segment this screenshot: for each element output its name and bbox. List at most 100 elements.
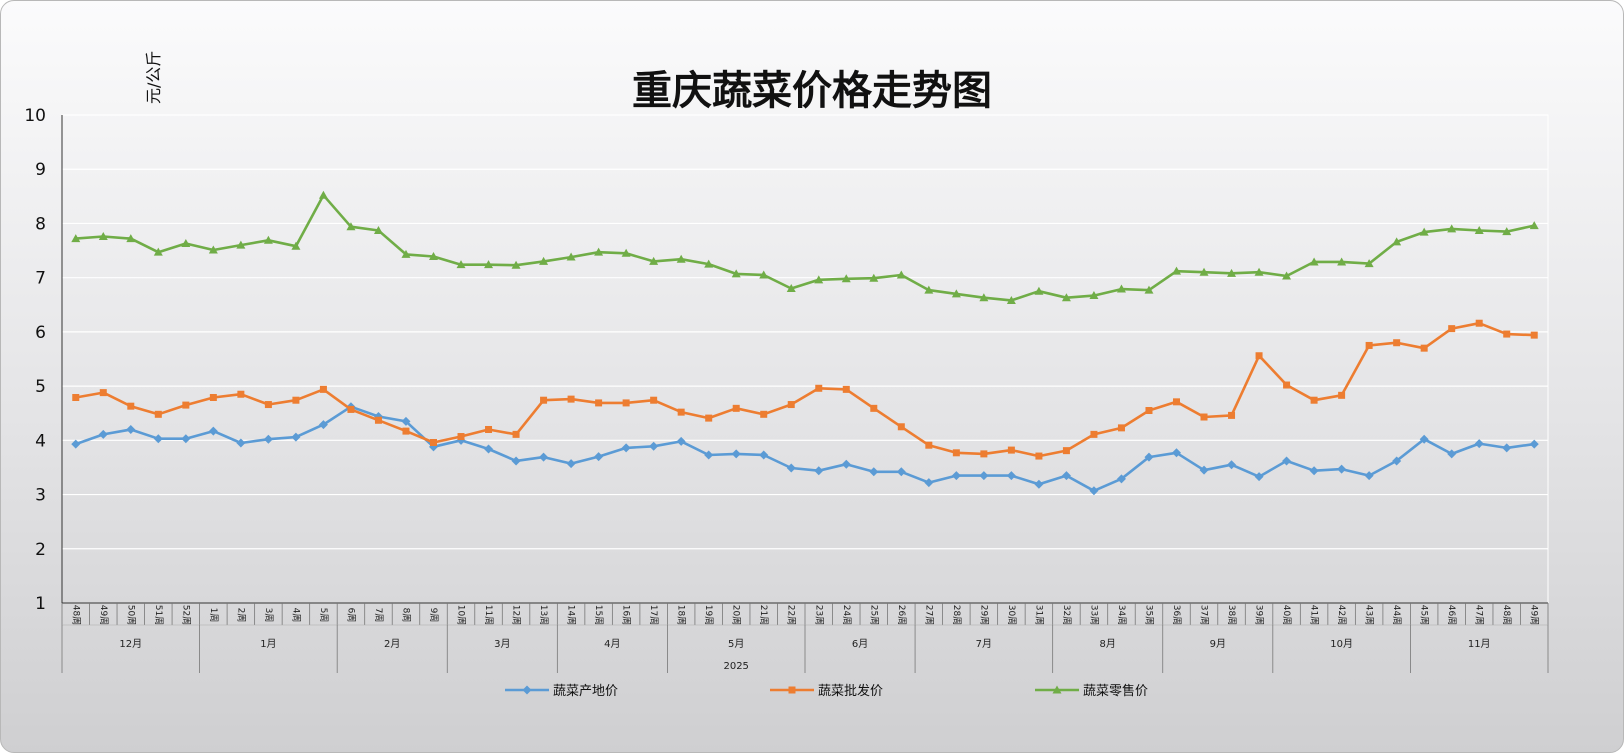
data-point [430, 439, 437, 447]
data-point [622, 399, 630, 407]
data-point [1035, 452, 1043, 460]
data-point [951, 471, 961, 481]
x-tick-label: 48周 [70, 605, 81, 625]
data-point [787, 401, 795, 409]
y-tick-label: 3 [35, 486, 46, 506]
data-point [539, 452, 549, 462]
month-label: 6月 [852, 638, 868, 650]
data-point [896, 270, 906, 279]
x-tick-label: 48周 [1501, 605, 1512, 625]
data-point [1283, 381, 1291, 389]
data-point [1089, 291, 1099, 300]
data-point [71, 234, 81, 243]
data-point [126, 424, 136, 434]
data-point [208, 245, 218, 254]
data-point [1365, 341, 1373, 349]
x-tick-label: 40周 [1281, 605, 1292, 625]
data-point [924, 478, 934, 488]
data-point [1034, 286, 1044, 295]
data-point [1529, 439, 1539, 449]
data-point [1117, 424, 1125, 432]
month-label: 10月 [1330, 638, 1353, 650]
y-tick-label: 8 [35, 214, 46, 234]
data-point [1061, 293, 1071, 302]
data-point [1116, 474, 1126, 484]
series-line [75, 405, 1535, 493]
data-point [1172, 266, 1181, 275]
data-point [373, 225, 383, 234]
data-point [182, 401, 190, 409]
data-point [292, 396, 300, 404]
data-point [511, 456, 521, 466]
data-point [869, 467, 879, 477]
x-tick-label: 20周 [731, 605, 742, 625]
data-point [841, 274, 851, 283]
data-point [1200, 413, 1208, 421]
data-point [237, 390, 245, 398]
legend-label: 蔬菜产地价 [553, 684, 618, 699]
data-point [869, 273, 879, 282]
data-point [72, 393, 80, 401]
data-point [952, 449, 960, 457]
x-tick-label: 13周 [538, 605, 549, 625]
data-point [566, 252, 576, 261]
data-point [1282, 456, 1292, 466]
x-tick-label: 41周 [1309, 605, 1320, 625]
x-tick-label: 46周 [1446, 605, 1457, 625]
x-tick-label: 14周 [566, 605, 577, 625]
data-point [1254, 472, 1264, 482]
x-tick-label: 49周 [98, 605, 109, 625]
x-tick-label: 17周 [648, 605, 659, 625]
data-point [1420, 344, 1428, 352]
data-point [71, 439, 81, 449]
data-point [1145, 407, 1153, 415]
x-tick-label: 2周 [235, 608, 246, 623]
x-tick-label: 11周 [483, 605, 494, 625]
month-label: 11月 [1468, 638, 1491, 650]
data-point [1310, 396, 1318, 404]
data-point [1392, 456, 1402, 466]
y-tick-label: 2 [35, 540, 46, 560]
data-point [759, 450, 769, 460]
y-tick-label: 5 [35, 377, 46, 397]
data-point [1393, 339, 1401, 347]
data-point [1475, 319, 1483, 327]
data-point [566, 459, 576, 469]
x-tick-label: 19周 [703, 605, 714, 625]
data-point [153, 247, 163, 256]
x-tick-label: 36周 [1171, 605, 1182, 625]
data-point [1419, 227, 1429, 236]
data-point [236, 438, 246, 448]
data-point [318, 190, 328, 199]
data-point [1144, 452, 1154, 462]
x-tick-label: 42周 [1336, 605, 1347, 625]
data-point [318, 420, 328, 430]
data-point [539, 256, 549, 265]
data-point [347, 405, 355, 413]
x-tick-label: 51周 [153, 605, 164, 625]
data-point [429, 252, 438, 261]
legend-item: 蔬菜批发价 [770, 683, 883, 699]
x-tick-label: 31周 [1033, 605, 1044, 625]
x-tick-label: 3周 [263, 608, 274, 623]
data-point [896, 467, 906, 477]
data-point [291, 432, 301, 442]
x-tick-label: 29周 [978, 605, 989, 625]
y-tick-label: 1 [35, 594, 46, 614]
series-3 [71, 190, 1539, 304]
data-point [979, 293, 989, 302]
legend-marker [1052, 685, 1062, 694]
data-point [951, 289, 961, 298]
data-point [1227, 460, 1237, 470]
x-tick-label: 38周 [1226, 605, 1237, 625]
data-point [402, 427, 410, 435]
x-tick-label: 10周 [456, 605, 467, 625]
data-point [208, 426, 218, 436]
data-point [1254, 267, 1264, 276]
data-point [1530, 331, 1538, 339]
x-tick-label: 30周 [1006, 605, 1017, 625]
x-tick-label: 12周 [511, 605, 522, 625]
legend-label: 蔬菜批发价 [818, 683, 883, 699]
data-point [99, 389, 107, 397]
x-tick-label: 9周 [428, 608, 439, 623]
